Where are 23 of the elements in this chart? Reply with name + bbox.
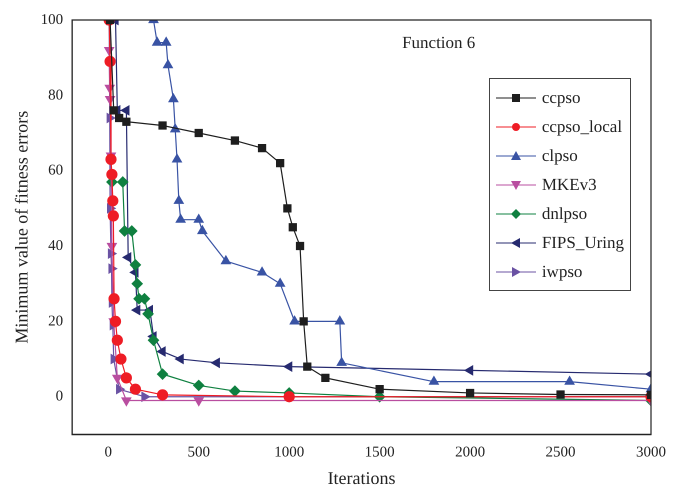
- legend-label: clpso: [542, 146, 578, 166]
- legend-label: ccpso_local: [542, 116, 622, 136]
- x-tick-label: 2000: [455, 444, 486, 460]
- legend-label: FIPS_Uring: [542, 232, 624, 252]
- y-axis-title: Minimum value of fitness errors: [12, 110, 32, 344]
- x-tick-label: 500: [187, 444, 210, 460]
- legend-label: iwpso: [542, 262, 582, 282]
- legend-label: dnlpso: [542, 204, 588, 224]
- x-tick-label: 2500: [546, 444, 576, 460]
- legend-label: MKEv3: [542, 174, 597, 194]
- y-tick-label: 20: [48, 313, 64, 330]
- y-tick-label: 60: [48, 162, 64, 179]
- y-tick-label: 0: [56, 388, 64, 405]
- x-tick-label: 1500: [364, 444, 395, 460]
- text: Function 6: [402, 32, 476, 52]
- y-tick-label: 100: [40, 12, 64, 28]
- y-tick-label: 40: [48, 238, 64, 254]
- x-tick-label: 1000: [274, 444, 304, 460]
- y-tick-label: 80: [48, 87, 64, 104]
- x-tick-label: 3000: [636, 444, 666, 460]
- x-tick-label: 0: [104, 444, 112, 460]
- legend-label: ccpso: [542, 88, 581, 108]
- x-axis-title: Iterations: [328, 468, 396, 488]
